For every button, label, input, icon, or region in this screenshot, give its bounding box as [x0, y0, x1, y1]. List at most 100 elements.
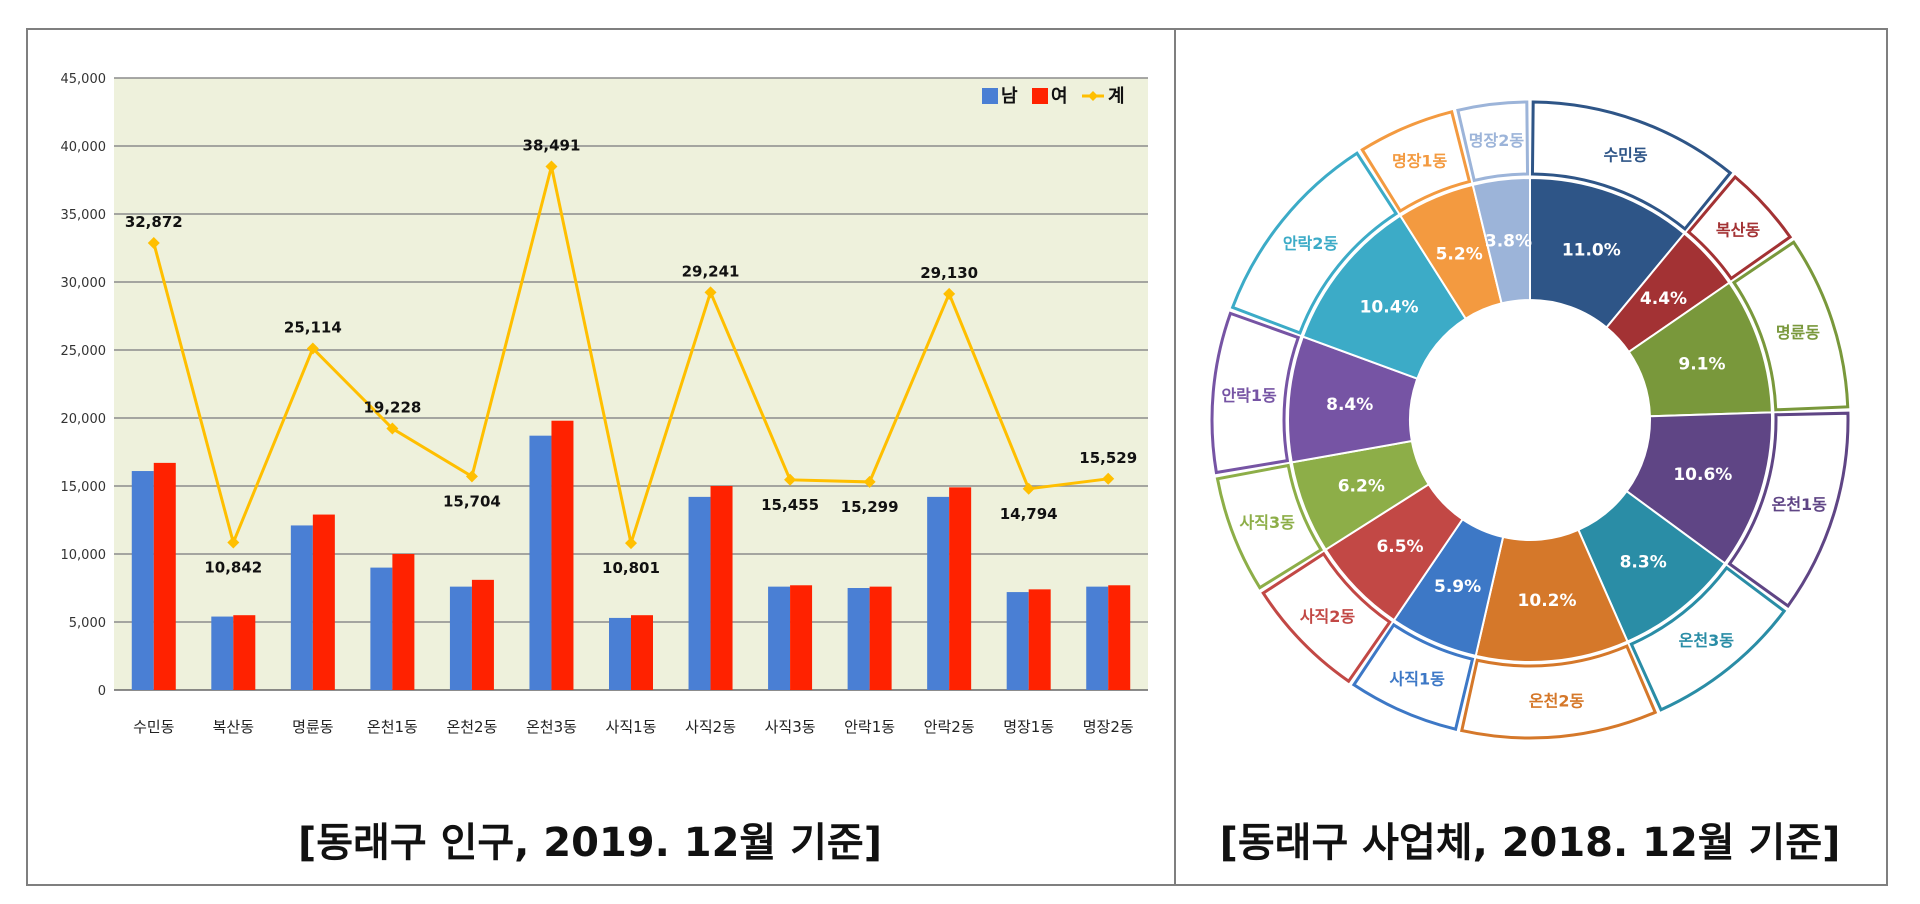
- data-label-total: 15,529: [1079, 449, 1137, 467]
- bar-male: [529, 435, 552, 690]
- x-tick-label: 온천1동: [367, 718, 418, 736]
- point-total: [1022, 482, 1035, 495]
- x-tick-label: 명장1동: [1003, 718, 1054, 736]
- y-tick-label: 10,000: [61, 548, 107, 563]
- bar-male: [131, 471, 154, 690]
- slice-category-label: 온천1동: [1772, 495, 1828, 514]
- data-label-total: 32,872: [125, 213, 183, 231]
- slice-value-label: 4.4%: [1640, 289, 1687, 309]
- y-tick-label: 45,000: [61, 72, 107, 87]
- donut-outer-slice: [1530, 100, 1733, 232]
- donut-outer-slice: [1261, 551, 1392, 684]
- slice-category-label: 안락2동: [1283, 234, 1339, 253]
- bar-female: [392, 554, 415, 690]
- data-label-total: 15,704: [443, 492, 501, 510]
- slice-value-label: 3.8%: [1485, 231, 1532, 251]
- point-total: [545, 160, 558, 173]
- slice-category-label: 수민동: [1603, 146, 1647, 165]
- point-total: [227, 536, 240, 549]
- x-tick-label: 온천3동: [526, 718, 577, 736]
- x-tick-label: 사직2동: [685, 718, 736, 736]
- bar-male: [449, 586, 472, 690]
- y-tick-label: 0: [98, 684, 106, 699]
- data-label-total: 10,801: [602, 559, 660, 577]
- donut-outer-slice: [1210, 311, 1301, 475]
- bar-female: [949, 487, 972, 690]
- donut-outer-slice: [1686, 174, 1793, 281]
- point-total: [1102, 472, 1115, 485]
- point-total: [784, 473, 797, 486]
- slice-value-label: 5.2%: [1436, 244, 1483, 264]
- bar-female: [1108, 585, 1131, 690]
- slice-value-label: 10.6%: [1673, 465, 1732, 485]
- legend-label-female: 여: [1051, 86, 1068, 107]
- y-tick-label: 25,000: [61, 344, 107, 359]
- data-label-total: 10,842: [204, 559, 262, 577]
- slice-value-label: 10.4%: [1360, 297, 1419, 317]
- donut-slice: [1471, 176, 1531, 305]
- bar-male: [290, 525, 313, 690]
- donut-outer-slice: [1360, 109, 1472, 214]
- data-label-total: 29,241: [682, 262, 740, 280]
- point-total: [625, 537, 637, 550]
- plot-area: [114, 78, 1148, 690]
- legend-swatch-male: [982, 88, 998, 104]
- y-tick-label: 35,000: [61, 208, 107, 223]
- x-tick-label: 사직3동: [765, 718, 816, 736]
- legend-label-total: 계: [1108, 86, 1125, 107]
- slice-value-label: 5.9%: [1434, 577, 1481, 597]
- bar-female: [631, 615, 653, 690]
- slice-value-label: 6.5%: [1376, 537, 1423, 557]
- data-label-total: 14,794: [1000, 505, 1058, 523]
- y-tick-label: 20,000: [61, 412, 107, 427]
- bar-female: [153, 462, 176, 690]
- y-tick-label: 15,000: [61, 480, 107, 495]
- slice-category-label: 명장1동: [1392, 151, 1448, 170]
- business-caption: [동래구 사업체, 2018. 12월 기준]: [1219, 820, 1841, 866]
- data-label-total: 29,130: [920, 264, 978, 282]
- slice-category-label: 명장2동: [1469, 131, 1525, 150]
- legend-swatch-female: [1032, 88, 1048, 104]
- business-donut-chart: 11.0% 수민동 4.4% 복산동 9.1% 명륜동 10.6% 온천1동 8.3% 온천3동 1…: [1210, 100, 1850, 740]
- bar-male: [609, 617, 631, 690]
- x-tick-label: 복산동: [213, 718, 255, 736]
- slice-category-label: 안락1동: [1221, 386, 1277, 405]
- bar-male: [768, 586, 791, 690]
- bar-female: [869, 586, 892, 690]
- x-tick-label: 안락2동: [924, 718, 975, 736]
- bar-male: [211, 616, 234, 690]
- slice-value-label: 6.2%: [1338, 477, 1385, 497]
- bar-male: [1006, 592, 1029, 690]
- bar-female: [790, 585, 813, 690]
- bar-female: [312, 514, 335, 690]
- bar-female: [551, 420, 574, 690]
- donut-outer-slice: [1351, 622, 1475, 731]
- donut-outer-slice: [1731, 240, 1850, 412]
- point-total: [465, 470, 478, 483]
- data-label-total: 19,228: [363, 398, 421, 416]
- slice-category-label: 명륜동: [1776, 323, 1820, 342]
- x-tick-label: 안락1동: [844, 718, 895, 736]
- slice-value-label: 10.2%: [1518, 591, 1577, 611]
- slice-value-label: 8.4%: [1326, 395, 1373, 415]
- bar-female: [1028, 589, 1051, 690]
- bar-male: [1086, 586, 1109, 690]
- donut-outer-slice: [1459, 644, 1658, 740]
- slice-category-label: 사직1동: [1390, 669, 1446, 688]
- legend-marker-total: [1088, 91, 1098, 101]
- slice-category-label: 사직3동: [1240, 513, 1296, 532]
- bar-female: [233, 615, 256, 690]
- population-chart: 0 5,000 10,000 15,000 20,000 25,000 30,000 35,0…: [61, 72, 1148, 736]
- y-tick-label: 30,000: [61, 276, 107, 291]
- slice-value-label: 11.0%: [1562, 241, 1621, 261]
- donut-hole: [1411, 301, 1649, 539]
- point-total: [147, 236, 160, 249]
- bar-female: [471, 579, 494, 690]
- x-tick-label: 명장2동: [1083, 718, 1134, 736]
- y-tick-label: 40,000: [61, 140, 107, 155]
- data-label-total: 15,299: [841, 498, 899, 516]
- bar-female: [710, 486, 733, 690]
- donut-outer-slice: [1230, 151, 1399, 335]
- donut-outer-slice: [1215, 463, 1324, 590]
